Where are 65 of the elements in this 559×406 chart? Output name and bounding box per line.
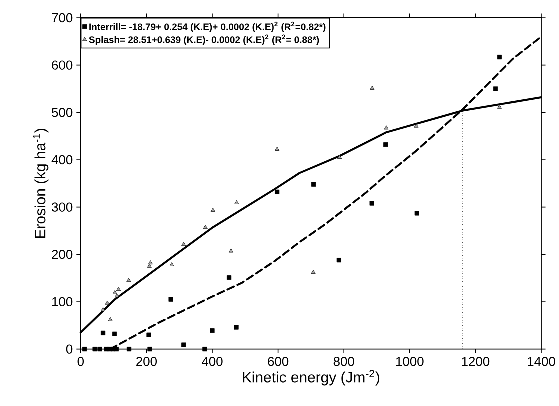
point [146,332,152,338]
y-tick-label: 400 [52,155,73,165]
point [100,330,106,336]
y-tick-label: 100 [52,297,73,307]
y-tick-label: 200 [52,250,73,260]
y-tick-label: 300 [52,202,73,212]
x-tick-label: 0 [78,357,84,366]
point [114,347,120,352]
y-tick-label: 600 [52,60,73,70]
point [234,200,240,204]
x-tick-label: 200 [136,357,157,366]
point [202,347,208,352]
point [182,342,186,348]
point [414,211,420,216]
point [497,54,502,60]
point [126,347,132,352]
point [203,225,208,230]
point [226,276,232,280]
point [82,347,88,352]
point [168,297,174,302]
point [370,201,374,206]
x-tick-label: 600 [268,357,289,366]
point [116,287,122,292]
point [497,104,502,109]
point [114,294,120,298]
point [338,155,342,160]
point [148,347,152,352]
point [228,248,234,253]
point [105,300,110,305]
point [210,328,215,334]
y-tick-label: 700 [52,13,73,23]
point [384,126,389,130]
point [312,182,316,187]
legend-label: Interrill= -18.79+ 0.254 (K.E)+ 0.0002 (K.E)$^{2}$ (R$^{2}$=0.82*) [90,22,326,32]
point [210,208,216,212]
y-tick-label: 500 [52,108,73,118]
y-axis-title: Erosion (kg ha$^{-1}$) [33,129,49,238]
point [108,317,113,322]
point [275,190,280,194]
x-tick-label: 400 [202,357,223,366]
point [148,260,153,265]
point [234,325,239,330]
x-tick-label: 1000 [396,357,424,366]
x-tick-label: 1200 [462,357,490,366]
point [493,86,498,92]
x-tick-label: 1400 [528,357,556,366]
point [126,278,132,282]
point [336,258,342,263]
point [414,124,419,128]
point [101,307,106,312]
point [147,264,152,268]
x-tick-label: 800 [334,357,354,366]
point [311,270,316,274]
point [98,347,102,352]
point [370,86,375,90]
y-tick-label: 0 [66,344,73,354]
point [112,290,118,294]
point [170,262,174,266]
point [384,142,388,148]
legend-label: Splash= 28.51+0.639 (K.E)- 0.0002 (K.E)$^{2}$ (R$^{2}$= 0.88*) [89,34,320,46]
point [182,242,186,246]
point [92,347,98,352]
point [112,332,118,336]
x-axis-title: Kinetic energy (Jm$^{-2}$) [243,370,380,386]
point [275,146,280,151]
